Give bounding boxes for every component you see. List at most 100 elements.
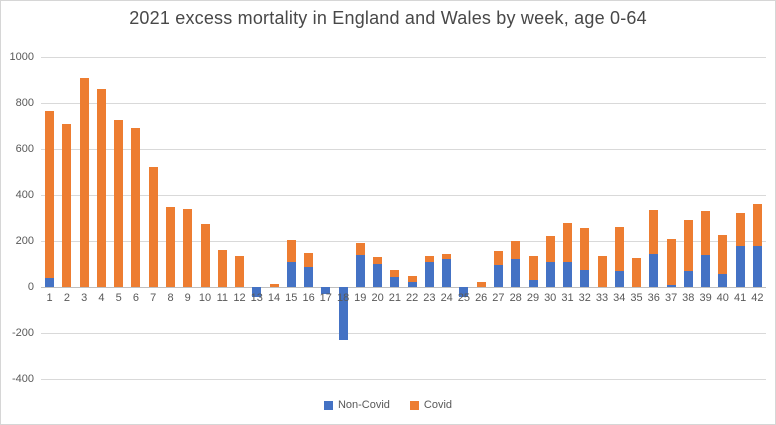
legend-item-covid: Covid xyxy=(409,399,452,411)
bar-noncovid-week-1 xyxy=(45,277,55,287)
x-axis-tick-label: 2 xyxy=(63,292,70,304)
bar-noncovid-week-17 xyxy=(321,287,331,294)
x-axis-tick-label: 17 xyxy=(319,292,332,304)
gridline xyxy=(41,333,766,334)
bar-noncovid-week-39 xyxy=(701,254,711,287)
bar-noncovid-week-21 xyxy=(390,276,400,287)
x-axis-tick-label: 25 xyxy=(457,292,471,304)
bar-noncovid-week-20 xyxy=(373,264,383,287)
bar-noncovid-week-28 xyxy=(511,259,521,287)
bar-covid-week-20 xyxy=(373,257,383,264)
x-axis-tick-label: 42 xyxy=(751,292,764,304)
bar-noncovid-week-22 xyxy=(407,282,417,287)
bar-noncovid-week-13 xyxy=(252,287,262,298)
gridline xyxy=(41,241,766,242)
x-axis-tick-label: 32 xyxy=(578,292,591,304)
legend-label-noncovid: Non-Covid xyxy=(337,399,390,411)
chart-title: 2021 excess mortality in England and Wal… xyxy=(129,8,647,28)
y-axis-tick-label: 800 xyxy=(15,97,34,109)
y-axis-tick-label: 400 xyxy=(15,189,34,201)
x-axis-tick-label: 33 xyxy=(595,292,609,304)
x-axis-tick-label: 30 xyxy=(544,292,557,304)
bar-covid-week-41 xyxy=(735,213,745,246)
covid-swatch-icon xyxy=(409,400,419,410)
y-axis-tick-label: 200 xyxy=(15,235,34,247)
bar-covid-week-16 xyxy=(304,252,314,268)
bar-covid-week-3 xyxy=(79,77,89,287)
bar-covid-week-14 xyxy=(269,283,279,287)
bar-noncovid-week-30 xyxy=(545,261,555,287)
x-axis-tick-label: 29 xyxy=(526,292,540,304)
bar-covid-week-8 xyxy=(166,206,175,287)
bar-covid-week-24 xyxy=(442,253,452,260)
bar-covid-week-29 xyxy=(528,255,538,281)
bar-covid-week-34 xyxy=(614,227,624,271)
bar-noncovid-week-18 xyxy=(338,287,348,340)
bar-covid-week-21 xyxy=(390,269,400,277)
bar-noncovid-week-41 xyxy=(735,245,745,287)
x-axis-tick-label: 41 xyxy=(733,292,747,304)
y-axis-tick-label: -400 xyxy=(11,373,34,385)
bar-covid-week-31 xyxy=(563,222,572,262)
bar-covid-week-35 xyxy=(632,258,641,288)
bar-covid-week-22 xyxy=(407,275,417,283)
x-axis-tick-label: 21 xyxy=(388,292,402,304)
bar-covid-week-23 xyxy=(424,255,434,262)
bar-covid-week-28 xyxy=(511,241,521,260)
legend-item-noncovid: Non-Covid xyxy=(323,399,390,411)
x-axis-tick-label: 3 xyxy=(81,292,88,304)
bar-noncovid-week-31 xyxy=(563,261,572,287)
bar-covid-week-19 xyxy=(355,243,365,255)
bar-covid-week-15 xyxy=(286,239,296,262)
x-axis-tick-label: 36 xyxy=(647,292,660,304)
x-axis-tick-label: 10 xyxy=(198,292,212,304)
bar-covid-week-7 xyxy=(148,167,158,287)
bar-covid-week-42 xyxy=(752,204,762,246)
y-axis-tick-label: 0 xyxy=(27,281,34,293)
bar-noncovid-week-24 xyxy=(442,259,452,287)
bar-covid-week-10 xyxy=(200,223,210,288)
bar-covid-week-37 xyxy=(666,238,676,285)
bar-covid-week-11 xyxy=(217,250,227,287)
bar-covid-week-32 xyxy=(580,228,590,270)
y-axis-tick-label: 600 xyxy=(15,143,34,155)
bar-covid-week-5 xyxy=(114,120,124,288)
x-axis-tick-label: 11 xyxy=(216,292,228,304)
bar-covid-week-36 xyxy=(649,209,659,254)
bar-noncovid-week-38 xyxy=(683,270,693,287)
noncovid-swatch-icon xyxy=(323,400,333,410)
bar-covid-week-26 xyxy=(476,282,486,287)
legend: Non-Covid Covid xyxy=(1,399,775,411)
bar-covid-week-2 xyxy=(62,123,72,287)
y-axis-tick-label: -200 xyxy=(11,327,34,339)
bar-covid-week-12 xyxy=(235,255,244,287)
bar-noncovid-week-32 xyxy=(580,269,590,288)
bar-covid-week-4 xyxy=(96,89,106,287)
bar-noncovid-week-25 xyxy=(459,287,469,298)
bar-noncovid-week-42 xyxy=(752,245,762,287)
bar-covid-week-33 xyxy=(597,255,607,287)
x-axis-line xyxy=(41,287,766,288)
bar-noncovid-week-37 xyxy=(666,284,676,287)
bar-noncovid-week-36 xyxy=(649,253,659,287)
gridline xyxy=(41,103,766,104)
gridline xyxy=(41,149,766,150)
bar-noncovid-week-23 xyxy=(424,261,434,287)
gridline xyxy=(41,379,766,380)
x-axis-tick-label: 35 xyxy=(630,292,643,304)
bar-covid-week-30 xyxy=(545,236,555,262)
x-axis-tick-label: 9 xyxy=(184,292,191,304)
x-axis-tick-label: 27 xyxy=(492,292,505,304)
x-axis-tick-label: 15 xyxy=(285,292,298,304)
x-axis-tick-label: 40 xyxy=(716,292,729,304)
bar-noncovid-week-29 xyxy=(528,280,538,287)
x-axis-tick-label: 6 xyxy=(132,292,139,304)
y-axis-tick-label: 1000 xyxy=(9,51,34,63)
x-axis-tick-label: 31 xyxy=(561,292,574,304)
x-axis-tick-label: 23 xyxy=(423,292,436,304)
bar-covid-week-6 xyxy=(131,128,141,287)
x-axis-tick-label: 28 xyxy=(509,292,522,304)
x-axis-tick-label: 12 xyxy=(233,292,246,304)
bar-noncovid-week-19 xyxy=(355,254,365,287)
